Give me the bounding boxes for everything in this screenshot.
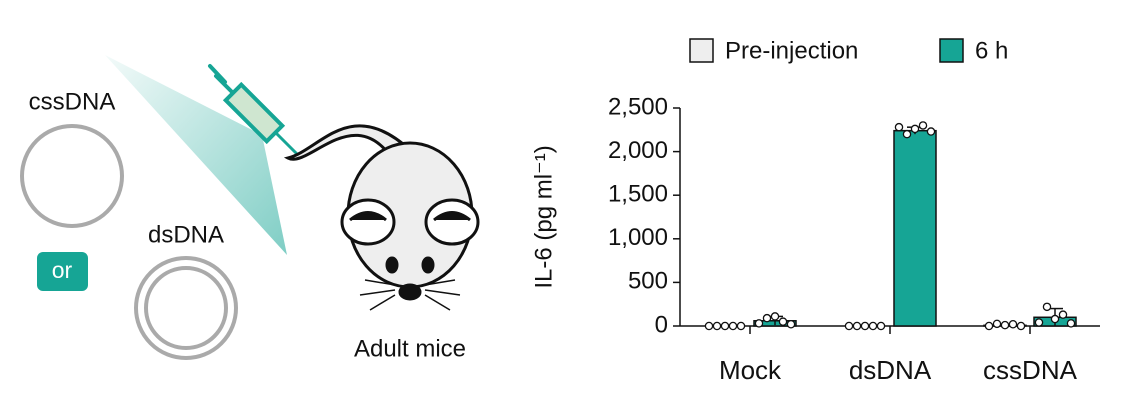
double-circle-label: dsDNA xyxy=(148,221,224,248)
data-point xyxy=(1042,302,1052,312)
bar xyxy=(893,129,937,327)
or-badge xyxy=(37,252,88,291)
y-axis-label: IL-6 (pg ml⁻¹) xyxy=(530,145,557,288)
data-point xyxy=(1058,310,1068,319)
data-point xyxy=(910,124,920,134)
data-point xyxy=(852,321,862,331)
legend-label: Pre-injection xyxy=(725,37,858,64)
circular-dna xyxy=(20,124,124,228)
y-tick-label: 500 xyxy=(628,268,668,295)
syringe xyxy=(208,64,302,159)
legend-label: 6 h xyxy=(975,37,1008,64)
x-tick-label: dsDNA xyxy=(849,355,932,385)
legend-swatch xyxy=(939,38,964,63)
data-point xyxy=(876,321,886,331)
data-point xyxy=(992,319,1002,329)
double-dna-outer xyxy=(134,256,238,360)
circle-label: cssDNA xyxy=(29,88,116,115)
or-label: or xyxy=(52,257,73,283)
y-tick-label: 0 xyxy=(655,311,668,338)
x-tick-label: cssDNA xyxy=(983,355,1078,385)
data-point xyxy=(868,321,878,331)
legend-swatch xyxy=(689,38,714,63)
data-point xyxy=(786,320,796,329)
data-point xyxy=(712,321,722,331)
data-point xyxy=(894,122,904,132)
injection-beam xyxy=(105,55,287,255)
data-point xyxy=(728,321,738,331)
data-point xyxy=(770,312,780,321)
data-point xyxy=(1034,318,1044,327)
data-point xyxy=(844,321,854,331)
data-point xyxy=(918,121,928,130)
data-point xyxy=(902,129,912,139)
data-point xyxy=(720,321,730,331)
y-tick-label: 1,000 xyxy=(608,224,668,251)
data-point xyxy=(762,313,772,323)
data-point xyxy=(1016,321,1026,331)
data-point xyxy=(1008,320,1018,329)
mouse xyxy=(283,124,480,311)
data-point xyxy=(754,319,764,328)
data-point xyxy=(1066,319,1076,328)
double-dna-inner xyxy=(144,266,228,350)
y-tick-label: 2,000 xyxy=(608,137,668,164)
data-point xyxy=(736,321,746,331)
data-point xyxy=(984,321,994,331)
y-tick-label: 2,500 xyxy=(608,93,668,120)
data-point xyxy=(1050,314,1060,324)
x-tick-label: Mock xyxy=(719,355,782,385)
data-point xyxy=(1000,320,1010,330)
data-point xyxy=(860,321,870,331)
data-point xyxy=(778,317,788,326)
mouse-label: Adult mice xyxy=(354,335,466,362)
y-tick-label: 1,500 xyxy=(608,181,668,208)
data-point xyxy=(704,321,714,331)
data-point xyxy=(926,127,936,136)
